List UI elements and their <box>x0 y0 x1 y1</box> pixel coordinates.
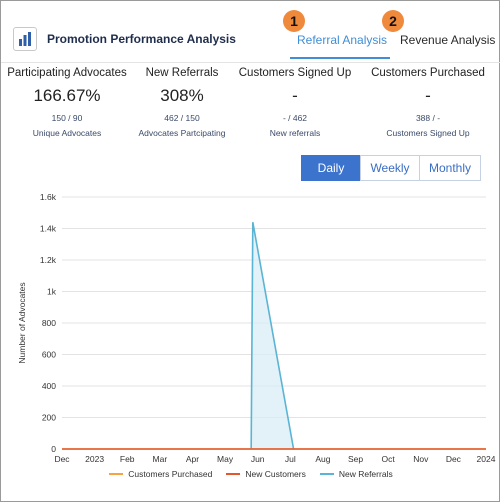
metric-ratio: 150 / 90 <box>51 113 83 123</box>
metric-ratio: 462 / 150 <box>164 113 200 123</box>
x-tick-label: 2023 <box>85 454 104 464</box>
granularity-toggle: Daily Weekly Monthly <box>301 155 481 181</box>
metric-value: 166.67% <box>33 86 101 105</box>
y-tick-label: 200 <box>42 413 56 423</box>
metric-ratio: - / 462 <box>282 113 308 123</box>
x-tick-label: Feb <box>120 454 135 464</box>
metric-caption: Unique Advocates <box>32 128 102 138</box>
y-tick-label: 0 <box>51 444 56 454</box>
x-tick-label: Dec <box>54 454 70 464</box>
bar-chart-logo-icon <box>13 27 37 51</box>
legend-swatch <box>226 473 241 475</box>
x-tick-label: Jun <box>251 454 265 464</box>
daily-button[interactable]: Daily <box>301 155 361 181</box>
x-tick-label: Aug <box>315 454 330 464</box>
y-tick-label: 800 <box>42 318 56 328</box>
tab-referral-analysis[interactable]: Referral Analysis <box>297 33 388 47</box>
legend-label: New Referrals <box>338 469 393 479</box>
new-referrals-line <box>250 222 295 450</box>
metric-caption: New referrals <box>269 128 321 138</box>
legend-item-new-customers: New Customers <box>226 469 306 479</box>
metric-participating-advocates: Participating Advocates 166.67% 150 / 90… <box>5 67 129 138</box>
chart-legend: Customers Purchased New Customers New Re… <box>1 469 500 479</box>
y-tick-label: 1.6k <box>40 192 57 202</box>
y-tick-label: 1.4k <box>40 224 57 234</box>
weekly-button[interactable]: Weekly <box>360 155 420 181</box>
legend-item-customers-purchased: Customers Purchased <box>109 469 212 479</box>
x-tick-label: Oct <box>382 454 396 464</box>
x-tick-label: Apr <box>186 454 199 464</box>
metric-value: - <box>425 86 431 105</box>
metric-label: Customers Signed Up <box>238 67 352 79</box>
metric-customers-purchased: Customers Purchased - 388 / - Customers … <box>363 67 493 138</box>
metric-customers-signed-up: Customers Signed Up - - / 462 New referr… <box>235 67 355 138</box>
x-tick-label: 2024 <box>477 454 496 464</box>
x-tick-label: Mar <box>153 454 168 464</box>
x-tick-label: Nov <box>413 454 429 464</box>
legend-swatch <box>319 473 334 475</box>
x-tick-label: May <box>217 454 234 464</box>
monthly-button[interactable]: Monthly <box>419 155 481 181</box>
y-axis-title: Number of Advocates <box>17 282 27 363</box>
metric-value: 308% <box>160 86 204 105</box>
tab-revenue-analysis[interactable]: Revenue Analysis <box>400 33 496 47</box>
metric-value: - <box>292 86 298 105</box>
metric-caption: Customers Signed Up <box>386 128 470 138</box>
active-tab-indicator <box>290 57 390 59</box>
callout-badge-1: 1 <box>283 10 305 32</box>
header: Promotion Performance Analysis Referral … <box>1 1 500 63</box>
x-tick-label: Dec <box>446 454 462 464</box>
legend-swatch <box>109 473 124 475</box>
metric-label: Customers Purchased <box>371 67 485 79</box>
metric-label: Participating Advocates <box>7 67 127 79</box>
callout-badge-2: 2 <box>382 10 404 32</box>
legend-label: Customers Purchased <box>128 469 213 479</box>
page-title: Promotion Performance Analysis <box>47 32 236 46</box>
referral-line-chart: 0 200 400 600 800 1k 1.2k 1.4k 1.6k Dec 2023 Feb Mar… <box>17 192 496 464</box>
legend-label: New Customers <box>245 469 306 479</box>
y-tick-label: 400 <box>42 381 56 391</box>
x-tick-label: Jul <box>285 454 296 464</box>
y-tick-label: 1.2k <box>40 255 57 265</box>
x-tick-label: Sep <box>348 454 363 464</box>
metric-label: New Referrals <box>145 67 219 79</box>
legend-item-new-referrals: New Referrals <box>319 469 393 479</box>
metric-new-referrals: New Referrals 308% 462 / 150 Advocates P… <box>137 67 227 138</box>
metric-ratio: 388 / - <box>415 113 441 123</box>
y-tick-label: 600 <box>42 350 56 360</box>
metric-caption: Advocates Partcipating <box>138 128 226 138</box>
y-tick-label: 1k <box>47 287 57 297</box>
